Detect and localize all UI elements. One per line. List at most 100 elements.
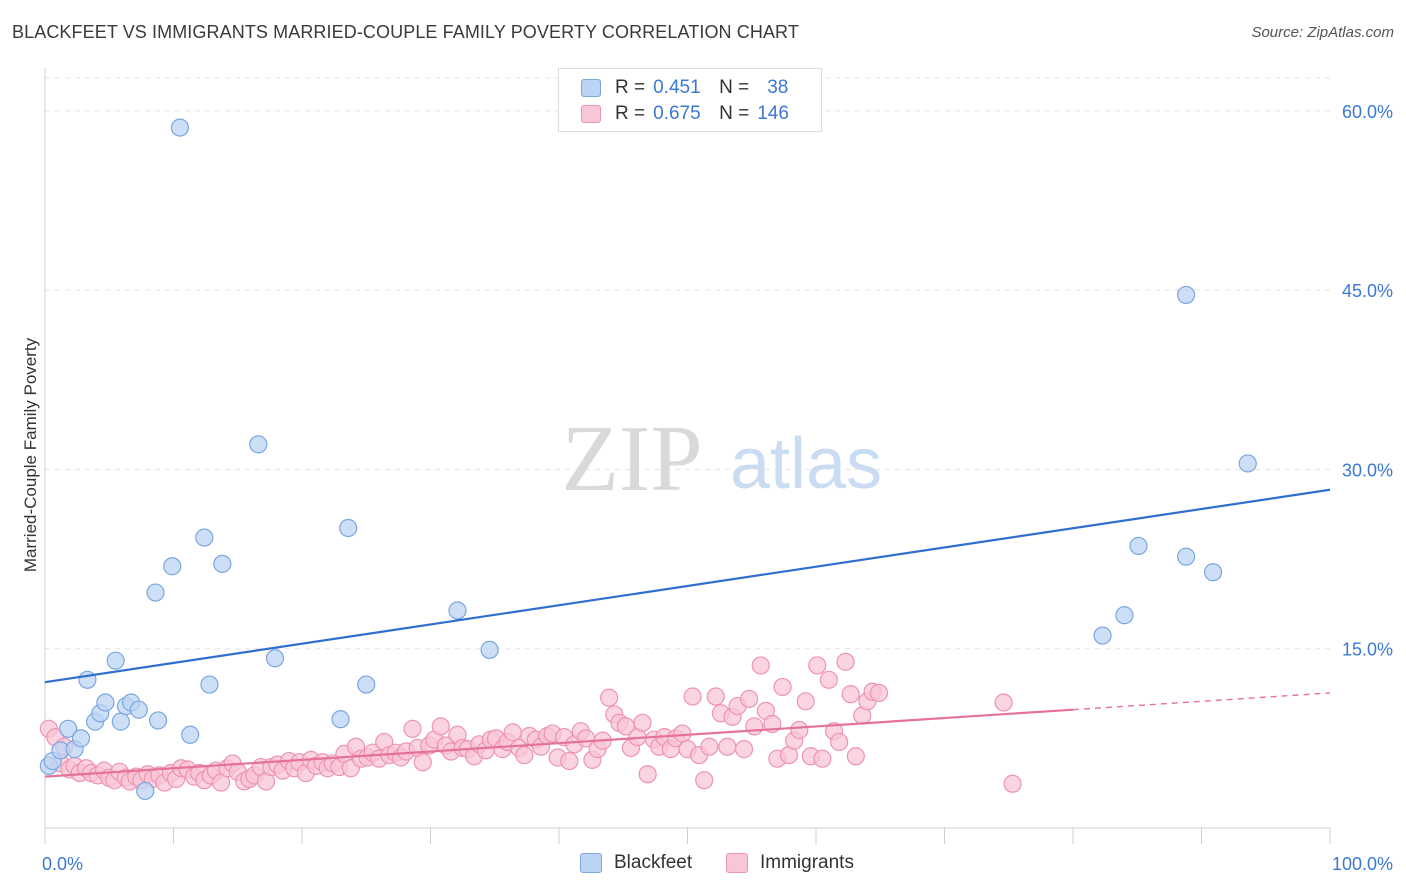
immigrants-point bbox=[403, 719, 422, 738]
blackfeet-point bbox=[448, 601, 467, 620]
blackfeet-point bbox=[1238, 454, 1257, 473]
y-tick-label: 30.0% bbox=[1342, 460, 1393, 480]
blackfeet-point bbox=[1093, 626, 1112, 645]
y-tick-label: 15.0% bbox=[1342, 640, 1393, 660]
trend-lines bbox=[44, 488, 1331, 778]
blackfeet-point bbox=[59, 719, 78, 738]
blackfeet-point bbox=[200, 675, 219, 694]
immigrants-point bbox=[600, 688, 619, 707]
immigrants-point bbox=[734, 740, 754, 759]
immigrants-point bbox=[633, 713, 652, 732]
legend-r-value: 0.675 bbox=[653, 103, 701, 124]
legend-n-label: N = bbox=[719, 103, 750, 124]
blackfeet-point bbox=[170, 118, 190, 137]
immigrants-trend-extension bbox=[1072, 692, 1331, 711]
grid-lines bbox=[45, 77, 1330, 650]
legend-r-label: R = bbox=[615, 77, 646, 98]
blackfeet-point bbox=[181, 725, 200, 744]
immigrants-point bbox=[790, 720, 809, 740]
stats-legend: R = 0.451 N = 38 R = 0.675 N = 146 bbox=[558, 68, 822, 132]
blackfeet-point bbox=[111, 712, 130, 731]
blackfeet-point bbox=[1176, 285, 1196, 305]
blackfeet-point bbox=[249, 435, 268, 454]
blackfeet-point bbox=[339, 518, 358, 538]
immigrants-point bbox=[740, 689, 759, 709]
immigrants-point bbox=[706, 687, 725, 706]
immigrants-point bbox=[638, 765, 657, 784]
blackfeet-point bbox=[148, 711, 168, 730]
legend-swatch-blackfeet bbox=[581, 79, 601, 97]
immigrants-point bbox=[673, 724, 692, 743]
immigrants-point bbox=[695, 771, 714, 790]
blackfeet-point bbox=[357, 675, 376, 694]
legend-n-value: 146 bbox=[757, 103, 789, 124]
series-name-immigrants: Immigrants bbox=[760, 852, 854, 873]
immigrants-point bbox=[994, 693, 1013, 712]
immigrants-point bbox=[773, 677, 792, 697]
immigrants-point bbox=[515, 745, 534, 765]
series-name-blackfeet: Blackfeet bbox=[614, 852, 693, 873]
legend-n-label: N = bbox=[719, 77, 750, 98]
watermark: ZIP atlas bbox=[562, 407, 883, 511]
y-axis-label: Married-Couple Family Poverty bbox=[21, 337, 40, 572]
blackfeet-point bbox=[1115, 606, 1134, 625]
watermark-atlas: atlas bbox=[730, 424, 882, 504]
blackfeet-point bbox=[129, 700, 148, 719]
immigrants-point bbox=[819, 670, 838, 689]
immigrants-point bbox=[700, 737, 719, 756]
blackfeet-point bbox=[213, 554, 232, 573]
blackfeet-point bbox=[480, 640, 499, 660]
immigrants-point bbox=[503, 723, 522, 742]
blackfeet-point bbox=[1203, 563, 1223, 582]
x-tick-label: 0.0% bbox=[42, 854, 83, 874]
immigrants-point bbox=[431, 717, 450, 736]
blackfeet-point bbox=[71, 729, 91, 748]
blackfeet-trend-line bbox=[44, 488, 1331, 684]
immigrants-trend-line bbox=[44, 708, 1074, 778]
legend-row-blackfeet: R = 0.451 N = 38 bbox=[581, 77, 788, 99]
immigrants-point bbox=[1003, 774, 1022, 793]
legend-swatch-immigrants bbox=[581, 105, 601, 123]
watermark-zip: ZIP bbox=[562, 407, 703, 511]
immigrants-point bbox=[836, 652, 855, 671]
y-tick-labels: 15.0% 30.0% 45.0% 60.0% bbox=[1342, 102, 1393, 660]
blackfeet-point bbox=[1176, 547, 1196, 566]
blackfeet-point bbox=[146, 583, 165, 602]
legend-row-immigrants: R = 0.675 N = 146 bbox=[581, 103, 789, 125]
immigrants-point bbox=[869, 683, 889, 703]
series-swatch-blackfeet bbox=[580, 853, 602, 873]
axes bbox=[44, 68, 1331, 844]
series-swatch-immigrants bbox=[726, 853, 748, 873]
immigrants-point bbox=[830, 732, 849, 752]
blackfeet-point bbox=[195, 528, 214, 547]
blackfeet-point bbox=[136, 781, 155, 801]
immigrants-point bbox=[683, 687, 702, 706]
x-tick-labels: 0.0% 100.0% bbox=[42, 854, 1393, 874]
immigrants-point bbox=[841, 685, 860, 704]
y-tick-label: 45.0% bbox=[1342, 281, 1393, 301]
legend-r-label: R = bbox=[615, 103, 646, 124]
blackfeet-point bbox=[331, 710, 350, 729]
immigrants-point bbox=[560, 751, 579, 771]
chart-source: Source: ZipAtlas.com bbox=[1251, 24, 1394, 41]
immigrants-point bbox=[808, 656, 827, 675]
immigrants-point bbox=[745, 717, 764, 736]
legend-n-value: 38 bbox=[767, 77, 789, 98]
immigrants-point bbox=[413, 753, 432, 772]
blackfeet-point bbox=[106, 651, 125, 670]
immigrants-point bbox=[718, 737, 737, 756]
blackfeet-point bbox=[265, 649, 285, 668]
immigrants-point bbox=[846, 747, 865, 766]
immigrants-point bbox=[751, 656, 770, 675]
y-tick-label: 60.0% bbox=[1342, 102, 1393, 122]
immigrants-point bbox=[796, 692, 815, 711]
blackfeet-point bbox=[163, 557, 182, 576]
blackfeet-point bbox=[96, 693, 115, 712]
immigrants-point bbox=[813, 749, 832, 768]
x-tick-label: 100.0% bbox=[1332, 854, 1393, 874]
legend-r-value: 0.451 bbox=[653, 77, 701, 98]
series-legend-immigrants: Immigrants bbox=[726, 852, 854, 874]
series-legend-blackfeet: Blackfeet bbox=[580, 852, 692, 874]
chart-title: BLACKFEET VS IMMIGRANTS MARRIED-COUPLE F… bbox=[12, 22, 799, 42]
